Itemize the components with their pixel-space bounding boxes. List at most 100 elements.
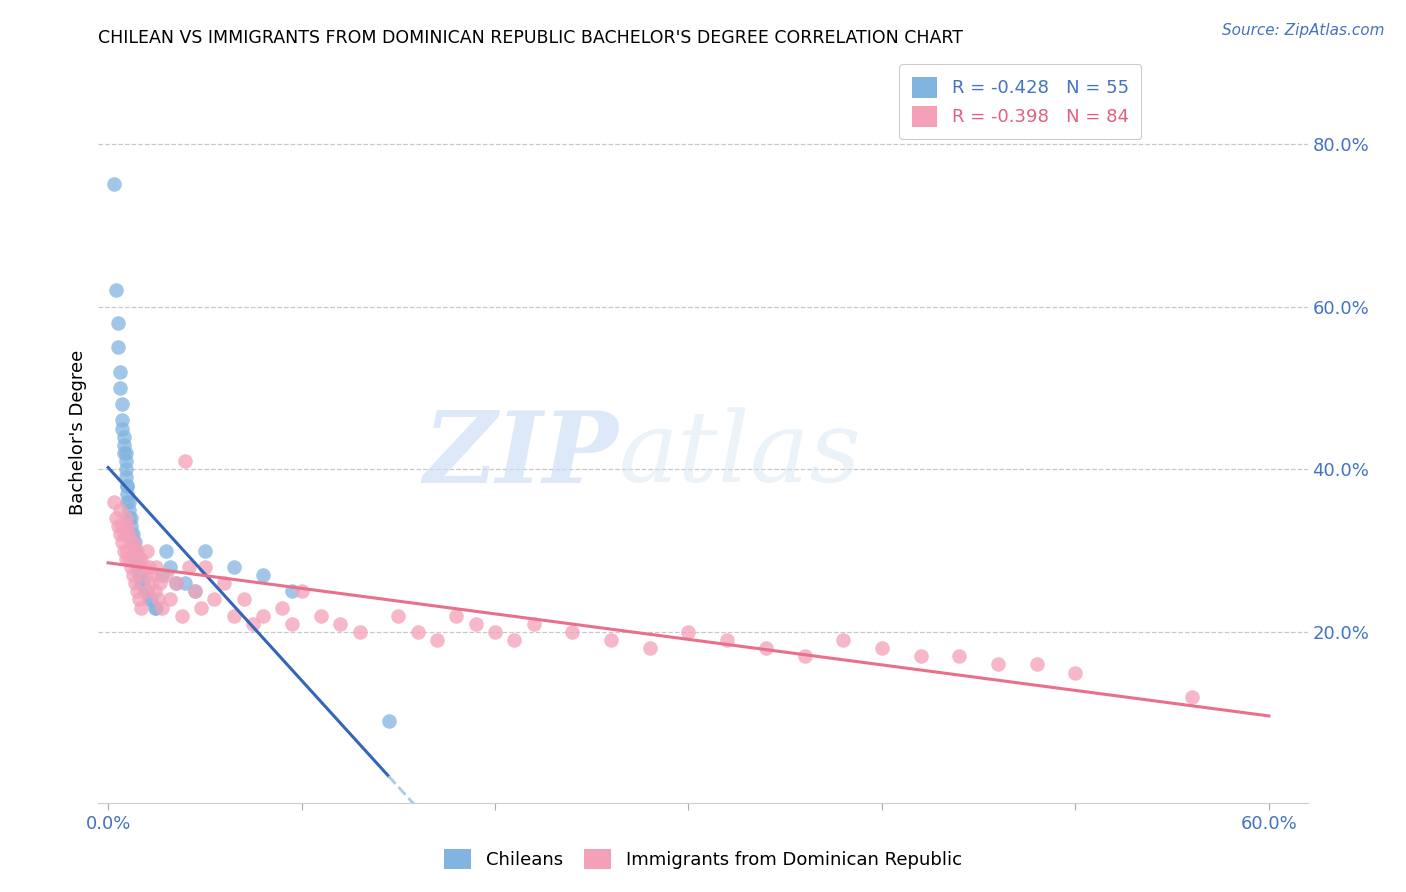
Point [143,600,166,615]
Point [128,551,150,566]
Point [120,535,142,549]
Point [117,495,139,509]
Point [179,559,201,574]
Point [638,641,661,656]
Text: atlas: atlas [619,407,860,502]
Point [948,649,970,664]
Point [139,592,162,607]
Point [148,592,170,607]
Point [124,543,146,558]
Point [406,624,429,639]
Point [127,584,149,599]
Point [145,559,167,574]
Point [138,559,160,574]
Point [135,584,157,599]
Point [987,657,1010,672]
Point [165,576,187,591]
Point [149,576,172,591]
Point [1025,657,1047,672]
Point [124,535,146,549]
Point [184,584,207,599]
Point [111,535,134,549]
Point [142,568,165,582]
Point [145,600,167,615]
Point [122,535,145,549]
Point [111,519,134,533]
Point [484,624,506,639]
Point [128,568,150,582]
Point [678,624,700,639]
Point [114,470,136,484]
Point [190,600,212,615]
Point [107,316,129,330]
Point [329,616,352,631]
Point [124,576,146,591]
Point [159,592,181,607]
Point [122,535,145,549]
Point [111,413,134,427]
Point [252,568,274,582]
Point [143,584,166,599]
Point [870,641,893,656]
Point [107,340,129,354]
Point [377,714,399,729]
Point [1180,690,1202,704]
Point [108,381,131,395]
Text: ZIP: ZIP [423,407,619,503]
Point [107,519,129,533]
Point [108,527,131,541]
Point [464,616,486,631]
Point [129,600,152,615]
Point [117,486,139,500]
Point [832,633,855,648]
Point [112,527,135,541]
Point [129,551,152,566]
Point [124,543,146,558]
Point [104,283,127,297]
Point [128,592,150,607]
Point [222,559,245,574]
Point [170,608,193,623]
Point [184,584,207,599]
Point [120,559,142,574]
Point [122,527,145,541]
Point [118,511,141,525]
Legend: R = -0.428   N = 55, R = -0.398   N = 84: R = -0.428 N = 55, R = -0.398 N = 84 [900,64,1142,139]
Point [114,462,136,476]
Point [150,568,173,582]
Point [159,559,181,574]
Point [118,503,141,517]
Point [793,649,815,664]
Point [387,608,409,623]
Point [112,543,135,558]
Point [120,527,142,541]
Point [114,527,136,541]
Point [174,454,197,468]
Point [523,616,546,631]
Point [194,543,217,558]
Point [271,600,294,615]
Point [252,608,274,623]
Point [426,633,449,648]
Point [155,543,177,558]
Point [117,478,139,492]
Point [114,454,136,468]
Point [114,446,136,460]
Point [232,592,254,607]
Point [120,519,142,533]
Point [755,641,778,656]
Point [118,495,141,509]
Point [117,519,139,533]
Point [108,365,131,379]
Text: Source: ZipAtlas.com: Source: ZipAtlas.com [1222,23,1385,38]
Point [174,576,197,591]
Point [127,551,149,566]
Point [104,511,127,525]
Point [242,616,264,631]
Point [127,543,149,558]
Point [132,576,155,591]
Point [1064,665,1087,680]
Point [120,511,142,525]
Point [155,568,177,582]
Point [910,649,932,664]
